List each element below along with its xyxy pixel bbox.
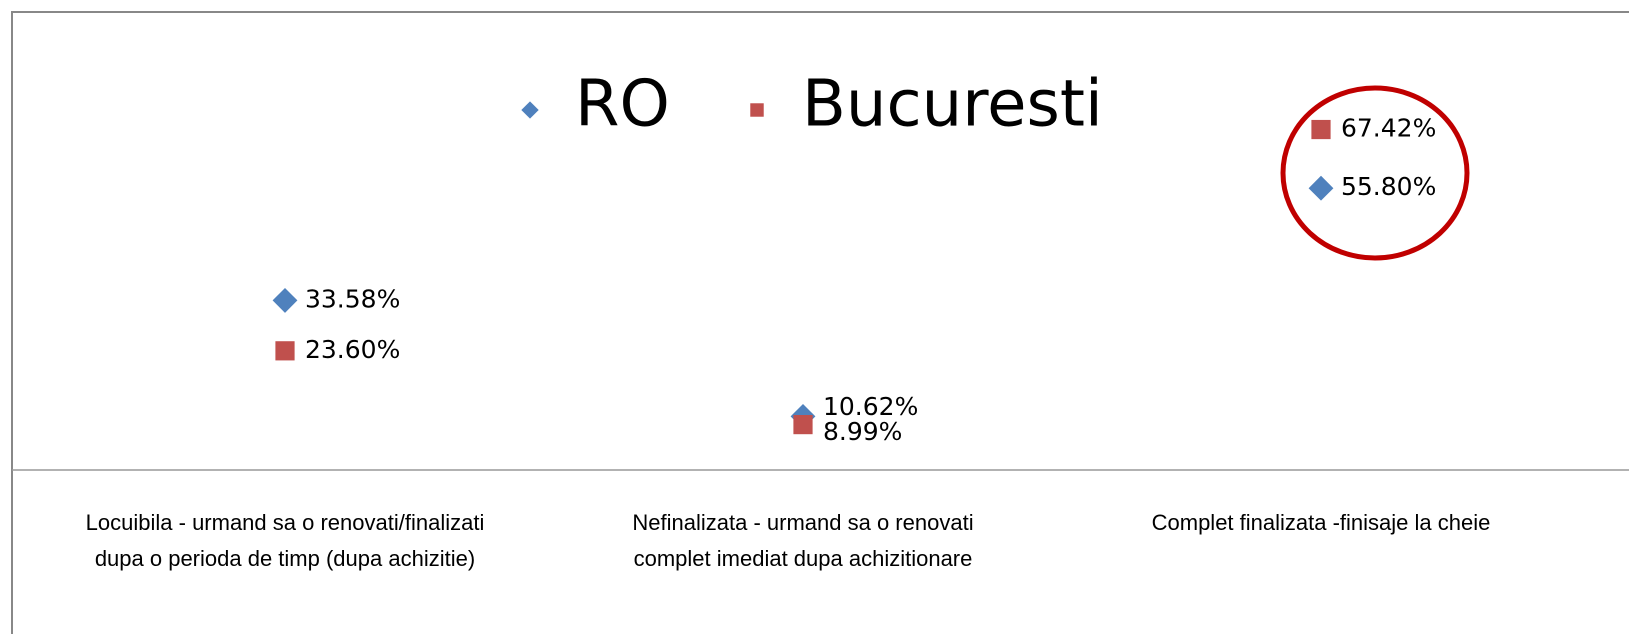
data-point: [275, 341, 295, 361]
data-label: 10.62%: [823, 392, 918, 421]
frame: [11, 11, 1629, 634]
data-point: [272, 288, 298, 313]
legend-marker: [521, 101, 539, 119]
data-label: 8.99%: [823, 417, 902, 446]
data-label: 33.58%: [305, 284, 400, 313]
data-point: [1311, 119, 1331, 140]
legend-marker: [750, 103, 764, 117]
data-point: [1308, 175, 1334, 201]
x-tick-label: Locuibila - urmand sa o renovati/finaliz…: [85, 510, 485, 571]
legend-label: Bucuresti: [802, 68, 1103, 142]
data-label: 55.80%: [1341, 172, 1436, 201]
data-label: 23.60%: [305, 335, 400, 364]
legend-label: RO: [575, 68, 670, 142]
data-point: [793, 415, 813, 435]
highlight-circle: [1280, 85, 1470, 261]
x-tick-label: Nefinalizata - urmand sa o renovati comp…: [632, 510, 974, 571]
x-tick-label: Complet finalizata -finisaje la cheie: [1151, 510, 1491, 535]
data-label: 67.42%: [1341, 114, 1436, 143]
